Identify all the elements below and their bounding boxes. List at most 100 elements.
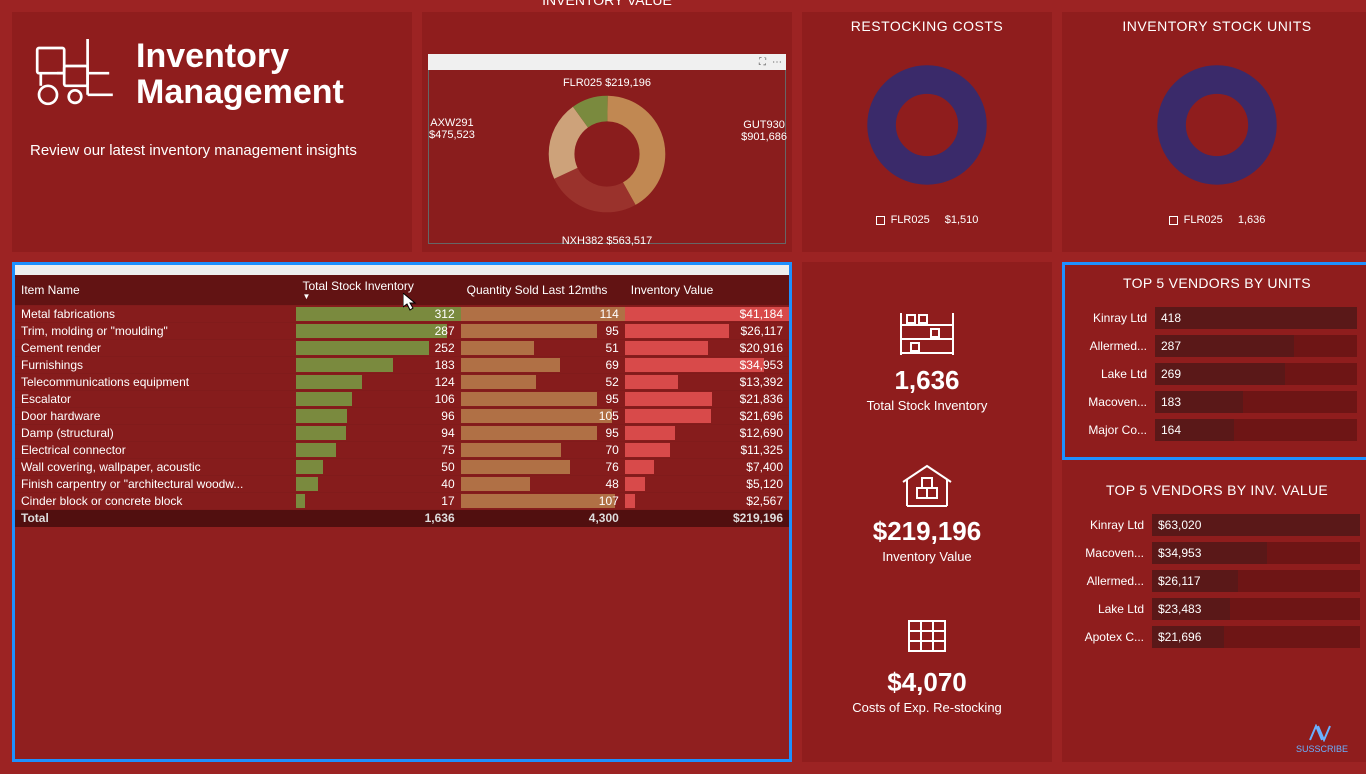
cell-num: 94: [296, 425, 460, 442]
cell-item-name: Trim, molding or "moulding": [15, 323, 296, 340]
cell-num: 70: [461, 442, 625, 459]
table-row[interactable]: Damp (structural)9495$12,690: [15, 425, 789, 442]
cell-num: 312: [296, 306, 460, 323]
cell-num: $12,690: [625, 425, 789, 442]
vendor-row[interactable]: Allermed...$26,117: [1074, 568, 1360, 594]
vendor-name: Lake Ltd: [1077, 367, 1155, 381]
vendor-name: Macoven...: [1074, 546, 1152, 560]
vendor-row[interactable]: Lake Ltd$23,483: [1074, 596, 1360, 622]
vendor-row[interactable]: Major Co...164: [1077, 417, 1357, 443]
table-row[interactable]: Finish carpentry or "architectural woodw…: [15, 476, 789, 493]
cell-num: $5,120: [625, 476, 789, 493]
cell-num: $34,953: [625, 357, 789, 374]
vendor-row[interactable]: Allermed...287: [1077, 333, 1357, 359]
vendor-row[interactable]: Kinray Ltd$63,020: [1074, 512, 1360, 538]
cell-num: 105: [461, 408, 625, 425]
chart-title: INVENTORY VALUE: [422, 0, 792, 8]
cell-num: $11,325: [625, 442, 789, 459]
restocking-donut[interactable]: [867, 65, 987, 185]
legend-item: FLR025 1,636: [1169, 214, 1266, 226]
vendor-name: Allermed...: [1074, 574, 1152, 588]
restocking-costs-panel[interactable]: RESTOCKING COSTS FLR025 $1,510: [802, 12, 1052, 252]
vendor-bar: $63,020: [1152, 514, 1360, 536]
col-header-value[interactable]: Inventory Value: [625, 275, 789, 306]
subscribe-badge[interactable]: SUSSCRIBE: [1296, 724, 1348, 754]
inventory-value-donut[interactable]: [547, 94, 667, 214]
vendor-bar: $34,953: [1152, 542, 1267, 564]
table-row[interactable]: Door hardware96105$21,696: [15, 408, 789, 425]
kpi-restocking: $4,070 Costs of Exp. Re-stocking: [852, 611, 1002, 715]
cell-num: 183: [296, 357, 460, 374]
vendor-row[interactable]: Macoven...$34,953: [1074, 540, 1360, 566]
cell-num: 69: [461, 357, 625, 374]
table-row[interactable]: Metal fabrications312114$41,184: [15, 306, 789, 323]
sort-desc-icon: ▼: [302, 293, 454, 301]
vendor-name: Kinray Ltd: [1074, 518, 1152, 532]
forklift-icon: [30, 30, 120, 120]
focus-icon[interactable]: ⛶: [759, 57, 766, 68]
cell-item-name: Wall covering, wallpaper, acoustic: [15, 459, 296, 476]
cell-num: 76: [461, 459, 625, 476]
vendor-row[interactable]: Apotex C...$21,696: [1074, 624, 1360, 650]
col-header-stock[interactable]: Total Stock Inventory▼: [296, 275, 460, 306]
cell-num: 75: [296, 442, 460, 459]
cell-num: 107: [461, 493, 625, 510]
stock-units-donut[interactable]: [1157, 65, 1277, 185]
cell-num: 287: [296, 323, 460, 340]
cell-num: 114: [461, 306, 625, 323]
cell-num: 106: [296, 391, 460, 408]
slice-label-flr025: FLR025 $219,196: [563, 77, 651, 89]
cell-item-name: Escalator: [15, 391, 296, 408]
table-total-row: Total 1,636 4,300 $219,196: [15, 510, 789, 527]
kpi-panel: 1,636 Total Stock Inventory $219,196 Inv…: [802, 262, 1052, 762]
col-header-qty[interactable]: Quantity Sold Last 12mths: [461, 275, 625, 306]
chart-title: INVENTORY STOCK UNITS: [1062, 18, 1366, 34]
chart-selection-frame[interactable]: ⛶ ⋯ GUT930$901,686 NXH382 $563,517 AXW29…: [428, 54, 786, 244]
table-row[interactable]: Telecommunications equipment12452$13,392: [15, 374, 789, 391]
col-header-item-name[interactable]: Item Name: [15, 275, 296, 306]
cell-item-name: Metal fabrications: [15, 306, 296, 323]
vendor-name: Lake Ltd: [1074, 602, 1152, 616]
table-row[interactable]: Escalator10695$21,836: [15, 391, 789, 408]
cell-num: 95: [461, 323, 625, 340]
inventory-table-panel[interactable]: Item Name Total Stock Inventory▼ Quantit…: [12, 262, 792, 762]
page-subtitle: Review our latest inventory management i…: [30, 142, 394, 159]
vendors-panel: TOP 5 VENDORS BY UNITS Kinray Ltd418Alle…: [1062, 262, 1366, 762]
table-row[interactable]: Electrical connector7570$11,325: [15, 442, 789, 459]
vendors-by-units[interactable]: TOP 5 VENDORS BY UNITS Kinray Ltd418Alle…: [1062, 262, 1366, 460]
cell-num: $26,117: [625, 323, 789, 340]
cell-num: $7,400: [625, 459, 789, 476]
table-row[interactable]: Cement render25251$20,916: [15, 340, 789, 357]
vendor-bar: 418: [1155, 307, 1357, 329]
inventory-value-panel[interactable]: INVENTORY VALUE ⛶ ⋯ GUT930$901,686 NXH38…: [422, 12, 792, 252]
vendor-name: Allermed...: [1077, 339, 1155, 353]
vendor-row[interactable]: Lake Ltd269: [1077, 361, 1357, 387]
visual-header-bar[interactable]: [15, 265, 789, 275]
vendor-name: Macoven...: [1077, 395, 1155, 409]
cell-num: 95: [461, 425, 625, 442]
inventory-table[interactable]: Item Name Total Stock Inventory▼ Quantit…: [15, 275, 789, 527]
chart-title: TOP 5 VENDORS BY UNITS: [1077, 275, 1357, 291]
cell-num: 252: [296, 340, 460, 357]
kpi-total-stock: 1,636 Total Stock Inventory: [867, 309, 988, 413]
table-row[interactable]: Wall covering, wallpaper, acoustic5076$7…: [15, 459, 789, 476]
cell-item-name: Cement render: [15, 340, 296, 357]
more-icon[interactable]: ⋯: [772, 57, 782, 68]
vendor-bar: 183: [1155, 391, 1243, 413]
cell-num: 51: [461, 340, 625, 357]
cell-item-name: Cinder block or concrete block: [15, 493, 296, 510]
vendors-by-value[interactable]: TOP 5 VENDORS BY INV. VALUE Kinray Ltd$6…: [1062, 472, 1366, 664]
table-row[interactable]: Cinder block or concrete block17107$2,56…: [15, 493, 789, 510]
cell-item-name: Telecommunications equipment: [15, 374, 296, 391]
table-row[interactable]: Furnishings18369$34,953: [15, 357, 789, 374]
kpi-value: $219,196: [873, 516, 981, 547]
vendor-row[interactable]: Macoven...183: [1077, 389, 1357, 415]
table-row[interactable]: Trim, molding or "moulding"28795$26,117: [15, 323, 789, 340]
vendor-row[interactable]: Kinray Ltd418: [1077, 305, 1357, 331]
vendor-bar: $21,696: [1152, 626, 1224, 648]
stock-units-panel[interactable]: INVENTORY STOCK UNITS FLR025 1,636: [1062, 12, 1366, 252]
visual-header[interactable]: ⛶ ⋯: [428, 54, 786, 70]
slice-label-nxh382: NXH382 $563,517: [562, 235, 653, 247]
vendor-name: Apotex C...: [1074, 630, 1152, 644]
slice-label-gut930: GUT930$901,686: [741, 119, 787, 143]
